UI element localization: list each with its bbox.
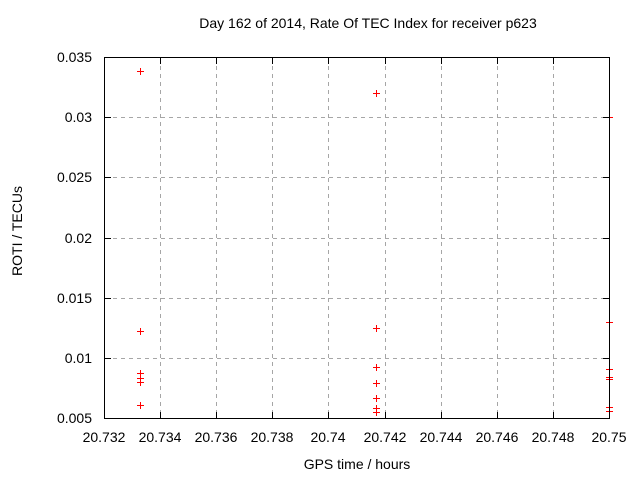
y-tick-label: 0.015 xyxy=(57,290,92,306)
grid-lines xyxy=(105,58,609,418)
data-points xyxy=(137,68,613,416)
x-tick-label: 20.732 xyxy=(83,429,126,445)
plot-frame xyxy=(104,57,610,419)
y-tick-label: 0.025 xyxy=(57,169,92,185)
y-tick-label: 0.03 xyxy=(65,109,92,125)
x-tick-label: 20.746 xyxy=(476,429,519,445)
tick-labels: 20.732 20.734 20.736 20.738 20.74 20.742 20.74… xyxy=(57,49,627,445)
y-axis-label: ROTI / TECUs xyxy=(9,186,25,276)
x-tick-label: 20.748 xyxy=(532,429,575,445)
x-tick-label: 20.736 xyxy=(195,429,238,445)
data-point-marker xyxy=(137,328,144,335)
x-tick-label: 20.738 xyxy=(251,429,294,445)
y-tick-label: 0.035 xyxy=(57,49,92,65)
y-tick-label: 0.005 xyxy=(57,410,92,426)
x-tick-label: 20.744 xyxy=(420,429,463,445)
data-point-marker xyxy=(373,380,380,387)
x-axis-label: GPS time / hours xyxy=(304,456,411,472)
data-point-marker xyxy=(373,325,380,332)
y-tick-label: 0.02 xyxy=(65,230,92,246)
x-tick-label: 20.742 xyxy=(364,429,407,445)
x-tick-label: 20.74 xyxy=(310,429,345,445)
x-tick-label: 20.75 xyxy=(591,429,626,445)
data-point-marker xyxy=(137,402,144,409)
data-point-marker xyxy=(137,68,144,75)
data-point-marker xyxy=(373,395,380,402)
data-point-marker xyxy=(373,409,380,416)
data-point-marker xyxy=(137,379,144,386)
plot-border xyxy=(104,57,610,419)
x-tick-label: 20.734 xyxy=(139,429,182,445)
chart-title: Day 162 of 2014, Rate Of TEC Index for r… xyxy=(199,15,537,31)
y-tick-label: 0.01 xyxy=(65,350,92,366)
data-point-marker xyxy=(373,90,380,97)
data-point-marker xyxy=(373,364,380,371)
